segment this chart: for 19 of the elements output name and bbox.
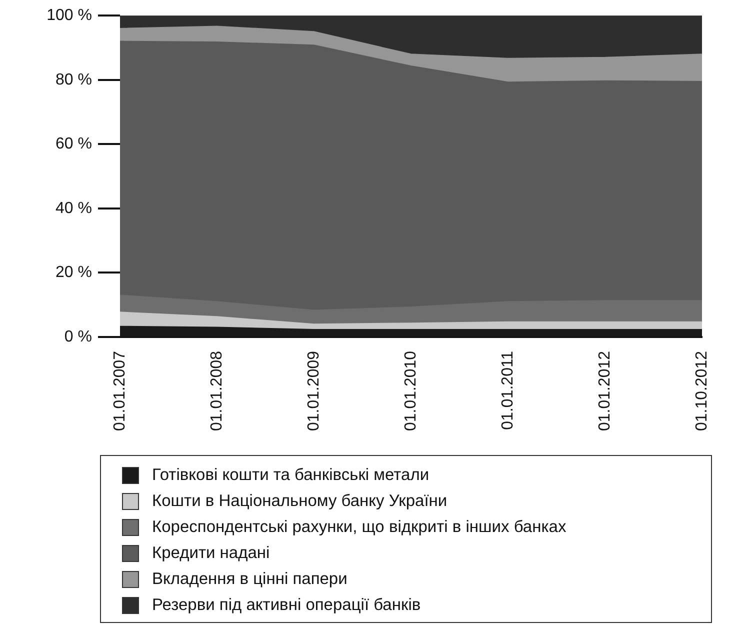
legend-label: Вкладення в цінні папери: [152, 570, 348, 588]
x-tick-label: 01.10.2012: [693, 350, 710, 431]
y-tick-label: 0 %: [64, 328, 92, 346]
x-tick-label: 01.01.2009: [305, 350, 322, 431]
legend-label: Кредити надані: [152, 544, 270, 562]
legend-label: Готівкові кошти та банківські метали: [152, 466, 430, 484]
x-tick-label: 01.01.2012: [596, 350, 614, 431]
legend-label: Резерви під активні операції банків: [152, 596, 421, 614]
x-tick-label: 01.01.2007: [111, 350, 128, 431]
y-tick-label: 100 %: [46, 7, 92, 24]
x-tick-label: 01.01.2010: [402, 350, 420, 431]
legend-label: Кореспондентські рахунки, що відкриті в інших банках: [152, 518, 566, 536]
y-tick-label: 60 %: [56, 136, 92, 153]
x-tick-label: 01.01.2008: [208, 350, 226, 431]
legend-label: Кошти в Національному банку України: [152, 492, 448, 510]
y-tick-label: 40 %: [56, 200, 92, 217]
y-tick-label: 80 %: [56, 71, 92, 88]
y-tick-label: 20 %: [56, 264, 92, 282]
x-tick-label: 01.01.2011: [499, 350, 516, 430]
